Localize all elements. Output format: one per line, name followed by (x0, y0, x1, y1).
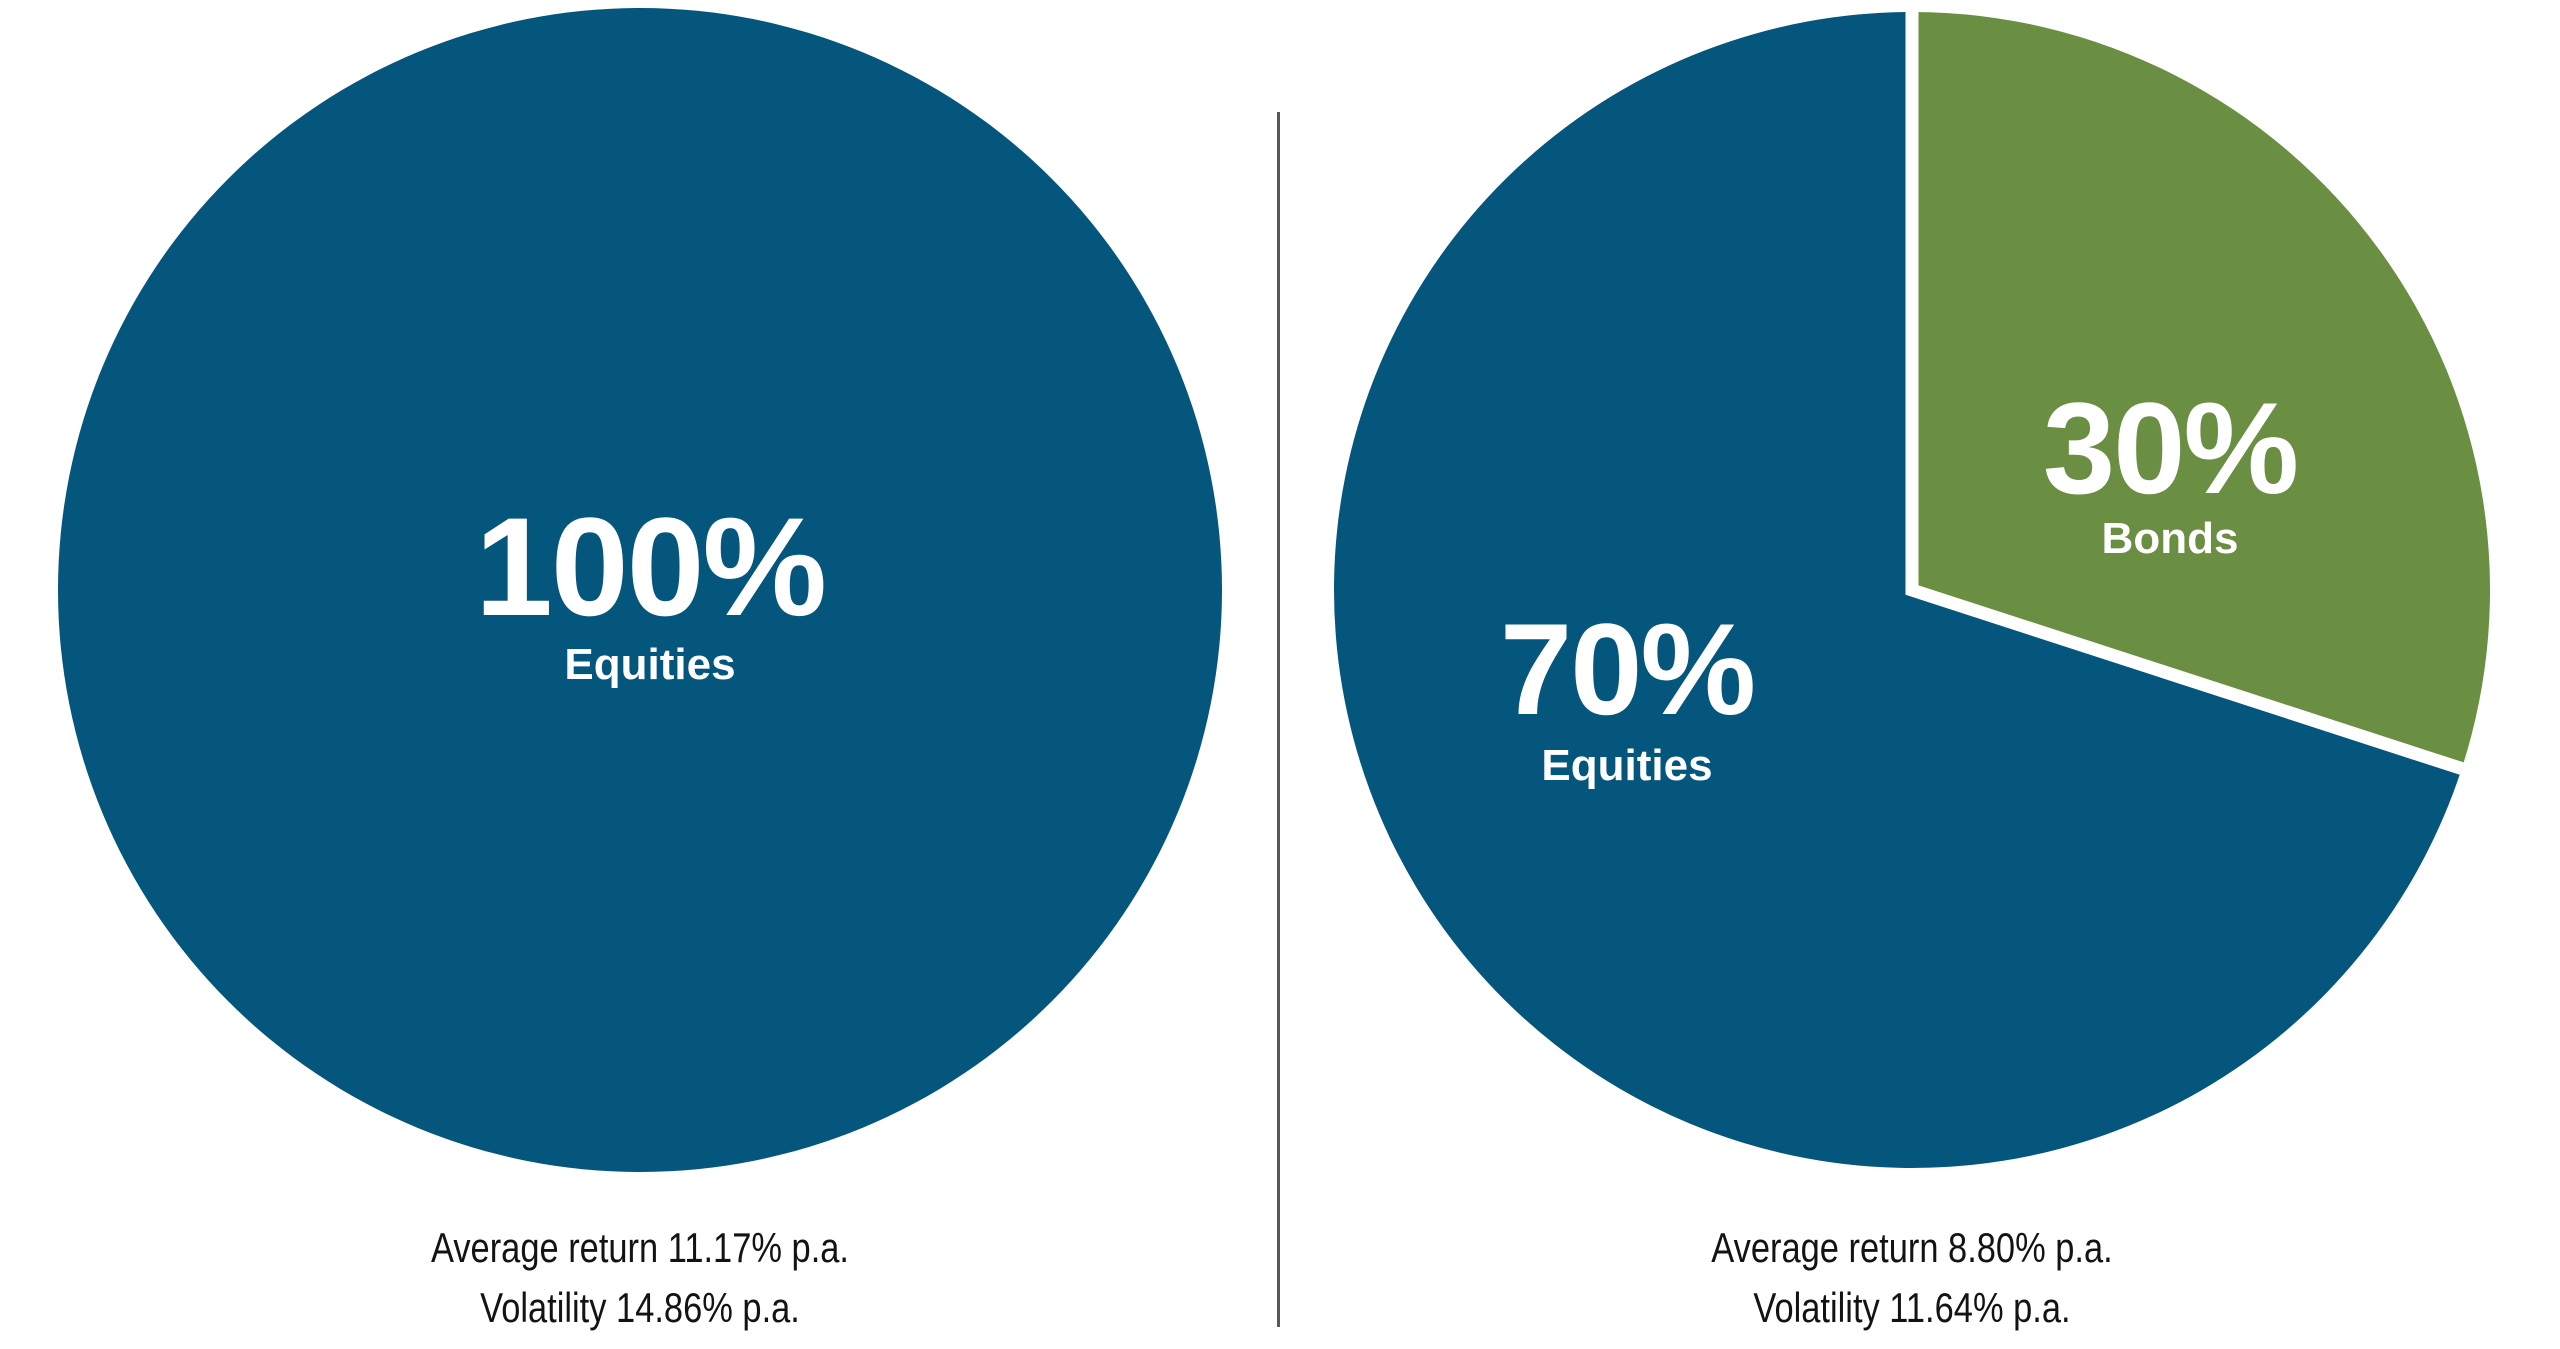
slice-divider-stroke (1905, 12, 2464, 775)
pie-slice-equities (58, 8, 1222, 1172)
slice-name-label: Equities (564, 640, 736, 689)
percent-value-label: 70% (1499, 596, 1756, 742)
volatility-text: Volatility 14.86% p.a. (480, 1284, 800, 1331)
slice-name-label: Bonds (2101, 514, 2239, 563)
slice-name-label: Equities (1541, 741, 1713, 790)
average-return-text: Average return 11.17% p.a. (430, 1224, 850, 1271)
right-chart-caption: Average return 8.80% p.a. Volatility 11.… (1711, 1218, 2112, 1338)
percent-value-label: 30% (2042, 375, 2299, 521)
pie-center-label-equities-100: 100% Equities (474, 488, 827, 689)
pie-chart-100-equities (58, 8, 1222, 1172)
left-chart-caption: Average return 11.17% p.a. Volatility 14… (431, 1218, 849, 1338)
pie-slice-equities (1334, 12, 2462, 1168)
pie-slice-label-equities-70: 70% Equities (1499, 596, 1756, 790)
left-chart-panel: 100% Equities Average return 11.17% p.a.… (58, 8, 1222, 1338)
pie-chart-70-equities-30-bonds (1334, 12, 2490, 1168)
percent-value-label: 100% (474, 488, 827, 645)
average-return-text: Average return 8.80% p.a. (1711, 1224, 2113, 1271)
volatility-text: Volatility 11.64% p.a. (1753, 1284, 2071, 1331)
divider-line (1277, 112, 1280, 1327)
pie-slice-bonds (1912, 12, 2490, 769)
pie-slice-label-bonds-30: 30% Bonds (2042, 375, 2299, 563)
right-chart-panel: 70% Equities 30% Bonds Average return 8.… (1280, 0, 2560, 1349)
